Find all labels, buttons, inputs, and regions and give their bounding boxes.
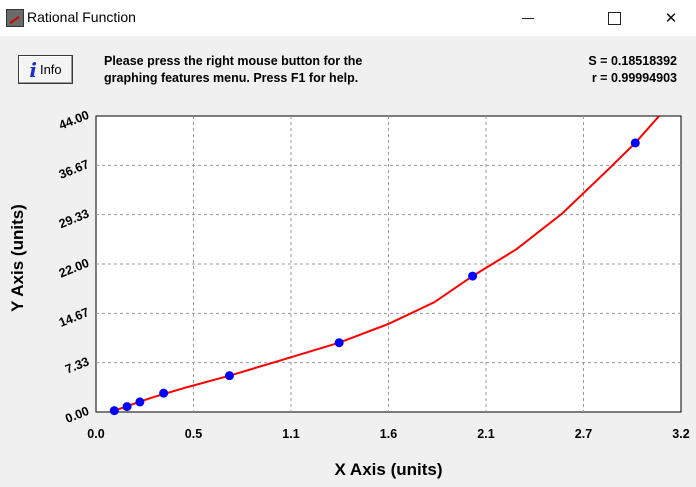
- instructions-line-1: Please press the right mouse button for …: [104, 54, 363, 68]
- minimize-icon: [522, 17, 534, 19]
- y-tick-label: 29.33: [57, 206, 91, 231]
- data-point: [122, 402, 132, 412]
- minimize-button[interactable]: [505, 0, 551, 36]
- close-button[interactable]: ✕: [648, 0, 694, 36]
- x-tick-label: 1.6: [380, 427, 397, 441]
- y-axis-label: Y Axis (units): [8, 204, 27, 312]
- info-icon: i: [29, 57, 37, 82]
- correlation-value: r = 0.99994903: [591, 71, 677, 85]
- y-tick-label: 0.00: [63, 404, 91, 426]
- maximize-icon: [607, 11, 621, 25]
- fitted-curve: [113, 115, 660, 412]
- y-tick-label: 14.67: [57, 305, 91, 330]
- info-button[interactable]: i Info: [18, 55, 73, 84]
- data-point: [135, 397, 145, 407]
- x-axis-label: X Axis (units): [335, 460, 443, 479]
- fit-statistics: S = 0.18518392 r = 0.99994903: [588, 53, 677, 87]
- y-tick-label: 44.00: [57, 108, 91, 133]
- title-bar[interactable]: Rational Function ✕: [0, 0, 696, 36]
- data-point: [630, 138, 640, 148]
- info-button-label: Info: [39, 62, 62, 77]
- y-tick-label: 22.00: [57, 256, 91, 281]
- y-tick-label: 36.67: [57, 157, 91, 182]
- x-tick-label: 1.1: [282, 427, 299, 441]
- data-point: [468, 271, 478, 281]
- maximize-button[interactable]: [591, 0, 637, 36]
- close-icon: ✕: [664, 9, 678, 27]
- data-point: [159, 388, 169, 398]
- data-point: [334, 338, 344, 348]
- window-title: Rational Function: [27, 9, 136, 25]
- instructions-text: Please press the right mouse button for …: [104, 53, 464, 87]
- app-icon: [6, 9, 24, 27]
- standard-error-value: S = 0.18518392: [588, 54, 677, 68]
- x-tick-label: 0.0: [87, 427, 104, 441]
- x-tick-label: 2.7: [575, 427, 592, 441]
- data-point: [109, 406, 119, 416]
- grid-lines: [96, 116, 681, 412]
- data-point: [224, 371, 234, 381]
- instructions-line-2: graphing features menu. Press F1 for hel…: [104, 71, 359, 85]
- y-tick-label: 7.33: [63, 354, 91, 376]
- x-tick-label: 3.2: [672, 427, 689, 441]
- x-tick-label: 0.5: [185, 427, 202, 441]
- x-tick-label: 2.1: [477, 427, 494, 441]
- data-points: [109, 138, 640, 416]
